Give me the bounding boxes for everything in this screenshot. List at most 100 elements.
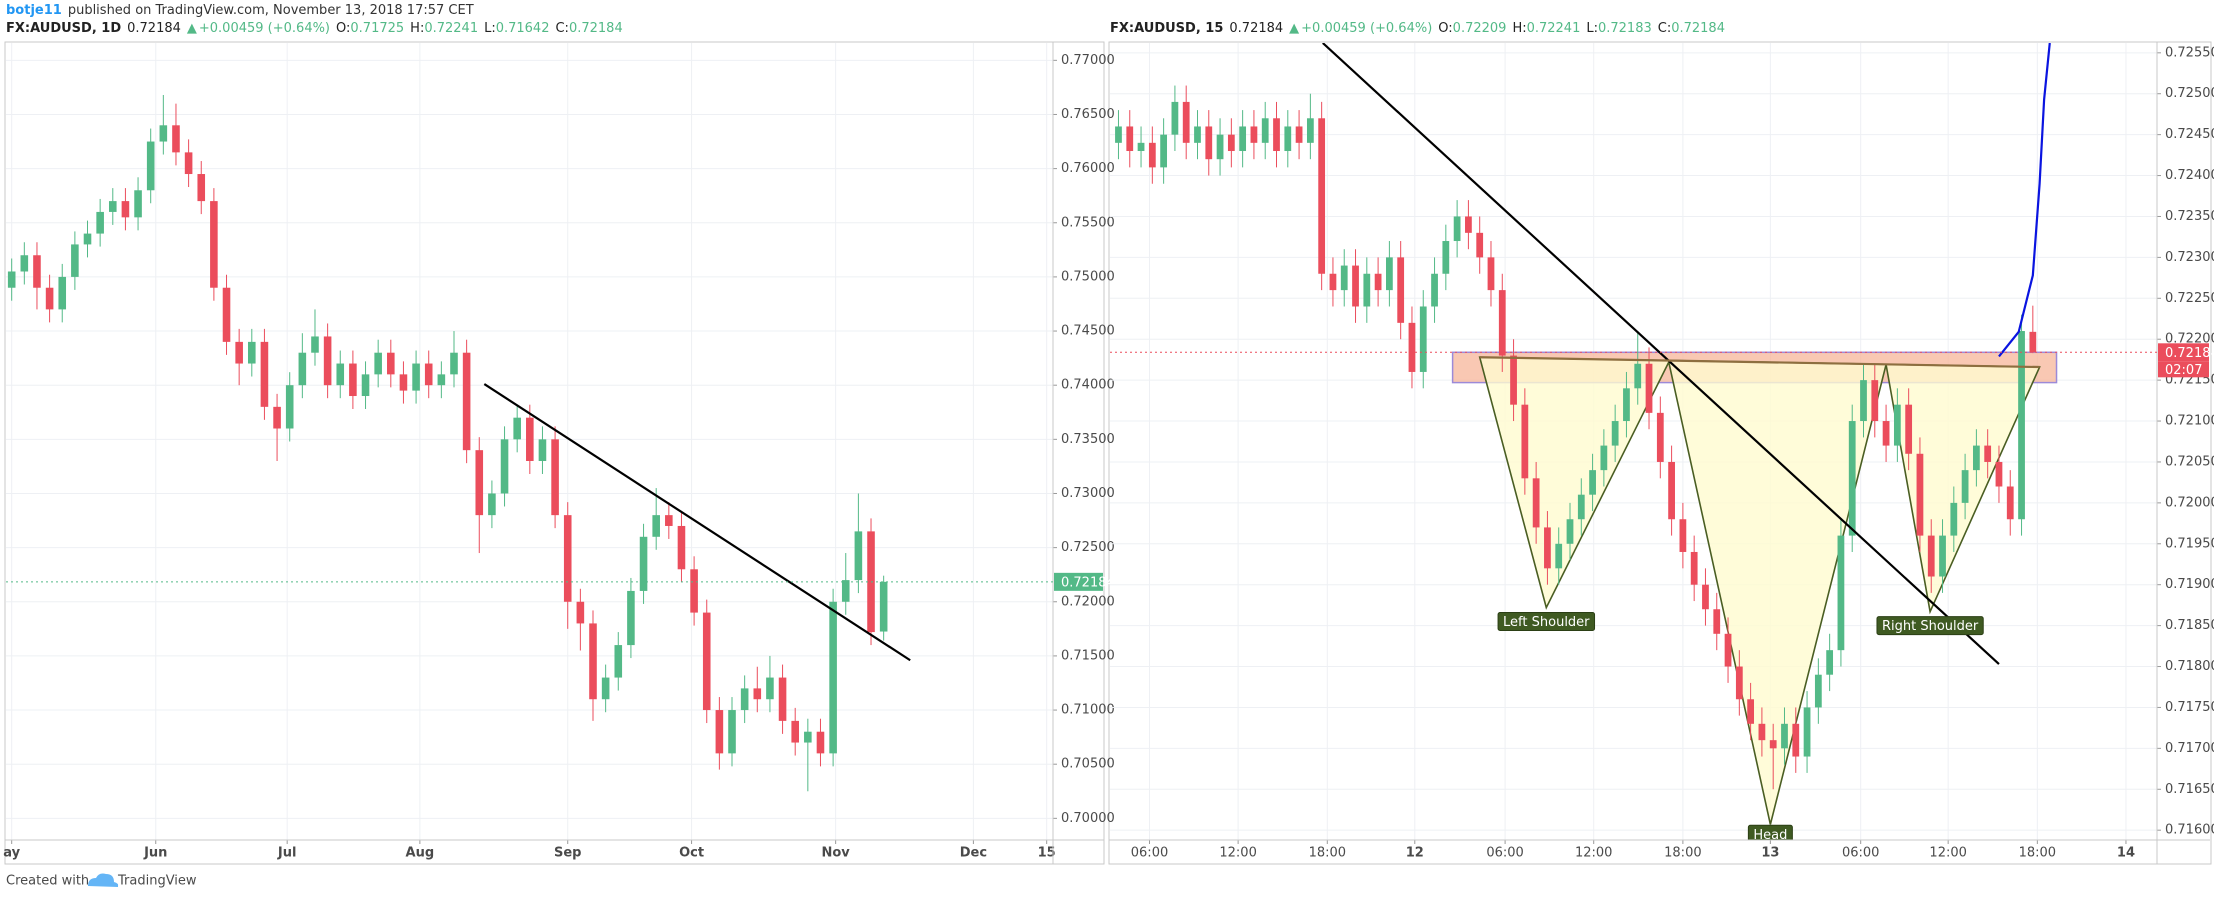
- x-tick-label: 13: [1761, 846, 1779, 861]
- candle-body: [1306, 118, 1314, 143]
- pattern-label: Left Shoulder: [1497, 612, 1596, 632]
- candle-body: [2029, 331, 2037, 353]
- x-tick-label: 06:00: [1842, 846, 1879, 861]
- candle-body: [172, 125, 180, 153]
- candle-body: [639, 536, 648, 591]
- candle-body: [551, 439, 559, 516]
- candle-body: [1453, 216, 1461, 242]
- candle-body: [1352, 265, 1359, 307]
- x-tick-label: Dec: [960, 846, 987, 861]
- candle-body: [1363, 273, 1371, 307]
- ohlc-label: H:: [410, 21, 424, 36]
- candle-body: [374, 352, 382, 375]
- chart-header: FX:AUDUSD, 1D 0.72184 ▲ +0.00459 (+0.64%) O:…: [6, 21, 623, 36]
- x-tick-label: 12:00: [1219, 846, 1256, 861]
- y-tick-label: 0.71500: [1061, 648, 1115, 663]
- candle-body: [702, 612, 711, 711]
- candle-body: [1893, 404, 1901, 446]
- candle-body: [462, 352, 471, 451]
- x-tick-label: Oct: [679, 846, 704, 861]
- candle-body: [1544, 527, 1551, 569]
- candle-body: [210, 201, 218, 288]
- candle-body: [728, 710, 736, 754]
- candle-body: [7, 271, 16, 288]
- candle-body: [1702, 584, 1709, 610]
- candle-body: [71, 244, 79, 277]
- candle-body: [829, 601, 837, 754]
- candle-body: [589, 623, 597, 700]
- candle-body: [323, 336, 332, 386]
- candle-body: [1227, 134, 1235, 152]
- y-tick-label: 0.72400: [2165, 168, 2214, 183]
- candle-body: [108, 201, 117, 212]
- candle-body: [1442, 241, 1450, 274]
- candle-body: [1182, 101, 1190, 143]
- y-tick-label: 0.71950: [2165, 536, 2214, 551]
- ohlc-label: O:: [1438, 21, 1452, 36]
- candle-body: [1645, 363, 1653, 413]
- candle-body: [184, 152, 193, 175]
- y-tick-label: 0.72500: [2165, 86, 2214, 101]
- author[interactable]: botje11: [6, 3, 62, 18]
- candle-body: [1600, 445, 1608, 471]
- candle-body: [677, 525, 686, 570]
- right-panel-border: [1108, 41, 2212, 865]
- candle-body: [879, 581, 888, 632]
- candle-body: [1916, 453, 1924, 536]
- candle-body: [690, 569, 698, 613]
- publish-text: published on TradingView.com, November 1…: [68, 3, 474, 18]
- ohlc-value: 0.72183: [1598, 21, 1652, 36]
- x-tick-label: 12:00: [1575, 846, 1612, 861]
- candle-body: [1239, 126, 1247, 152]
- x-tick-label: Jun: [143, 846, 167, 861]
- candle-body: [1284, 126, 1292, 152]
- y-tick-label: 0.77000: [1061, 53, 1115, 68]
- candle-body: [1623, 388, 1630, 422]
- candle-body: [96, 211, 104, 234]
- y-tick-label: 0.72000: [2165, 495, 2214, 510]
- x-tick-label: ay: [3, 846, 20, 861]
- candle-body: [1848, 421, 1856, 536]
- candle-body: [248, 341, 256, 364]
- y-tick-label: 0.72250: [2165, 291, 2214, 306]
- chart-header: FX:AUDUSD, 15 0.72184 ▲ +0.00459 (+0.64%) O:…: [1110, 21, 1725, 36]
- candle-body: [121, 201, 130, 218]
- ohlc-value: 0.72184: [569, 21, 623, 36]
- candle-body: [1487, 257, 1495, 291]
- candle-body: [1679, 519, 1687, 552]
- footer-text: Created with: [6, 874, 89, 889]
- candle-body: [222, 287, 231, 342]
- pattern-label-box: [1747, 824, 1793, 840]
- candle-body: [412, 363, 420, 391]
- candle-body: [1329, 273, 1337, 291]
- y-tick-label: 0.72550: [2165, 45, 2214, 60]
- pattern-label: Head: [1747, 824, 1793, 840]
- countdown-box: [2158, 361, 2209, 378]
- ohlc-label: L:: [1586, 21, 1598, 36]
- y-tick-label: 0.76500: [1061, 107, 1115, 122]
- candle-body: [1972, 445, 1980, 471]
- candle-body: [1984, 445, 1992, 462]
- x-tick-label: 14: [2117, 846, 2135, 861]
- footer-brand[interactable]: TradingView: [117, 874, 197, 889]
- y-tick-label: 0.71850: [2165, 618, 2214, 633]
- last-price-label: 0.72184: [2165, 346, 2214, 361]
- candle-body: [841, 580, 850, 602]
- candle-body: [159, 125, 168, 142]
- candle-body: [1137, 142, 1145, 152]
- candle-body: [601, 677, 610, 700]
- candle-body: [576, 601, 585, 624]
- candle-body: [1611, 421, 1619, 446]
- ohlc-label: L:: [484, 21, 496, 36]
- candle-body: [1374, 273, 1382, 291]
- candle-body: [1995, 461, 2003, 487]
- candle-body: [1250, 126, 1258, 143]
- candle-body: [2006, 486, 2014, 520]
- candle-body: [614, 645, 623, 678]
- candle-body: [1656, 412, 1664, 462]
- ohlc-label: O:: [336, 21, 350, 36]
- candle-body: [1419, 306, 1427, 372]
- candle-body: [652, 515, 660, 537]
- pattern-label-text: Left Shoulder: [1503, 615, 1590, 630]
- candle-body: [1205, 126, 1213, 160]
